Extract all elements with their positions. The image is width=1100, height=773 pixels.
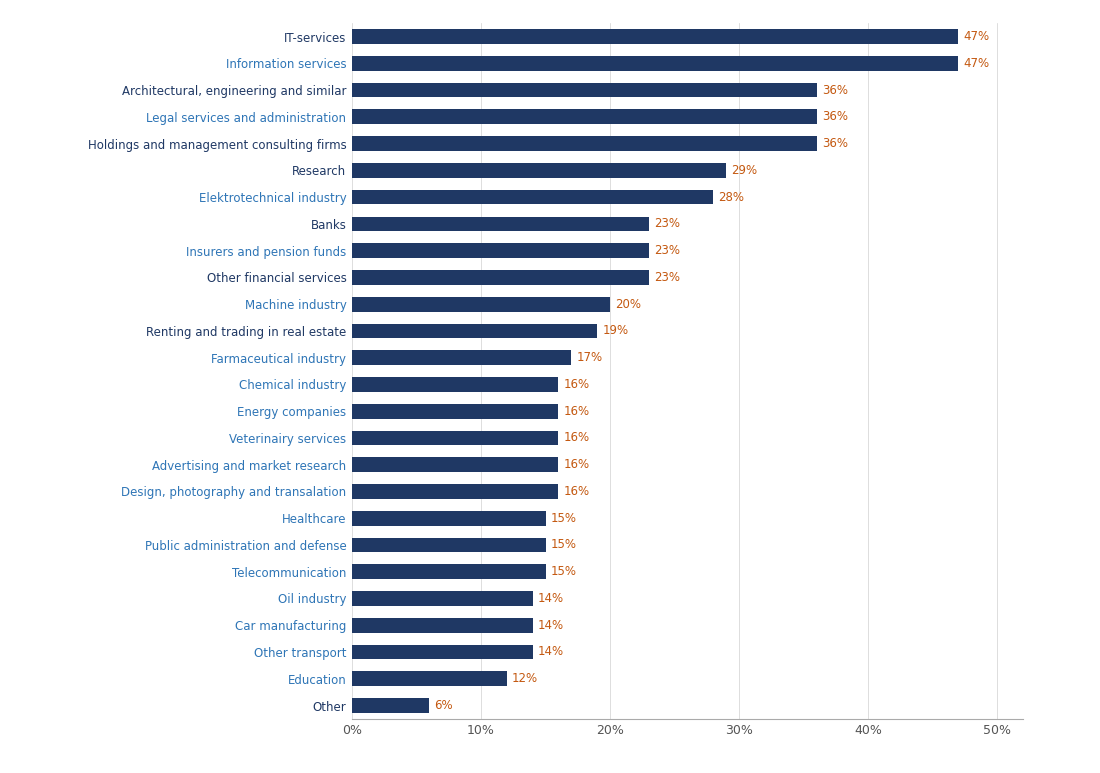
Text: 14%: 14% — [538, 618, 564, 632]
Text: 14%: 14% — [538, 592, 564, 605]
Bar — [352, 564, 546, 579]
Bar — [352, 110, 816, 124]
Bar — [352, 537, 546, 553]
Bar — [352, 618, 532, 632]
Text: 15%: 15% — [551, 539, 576, 551]
Bar — [352, 189, 713, 205]
Text: 12%: 12% — [512, 673, 538, 685]
Text: 28%: 28% — [718, 191, 745, 203]
Bar — [352, 377, 559, 392]
Text: 19%: 19% — [603, 325, 628, 337]
Text: 23%: 23% — [653, 271, 680, 284]
Bar — [352, 29, 958, 44]
Bar — [352, 243, 649, 258]
Bar — [352, 698, 429, 713]
Bar — [352, 163, 726, 178]
Text: 23%: 23% — [653, 217, 680, 230]
Text: 16%: 16% — [563, 485, 590, 498]
Text: 20%: 20% — [615, 298, 641, 311]
Text: 23%: 23% — [653, 244, 680, 257]
Bar — [352, 83, 816, 97]
Bar — [352, 297, 610, 312]
Text: 16%: 16% — [563, 405, 590, 417]
Text: 6%: 6% — [434, 699, 453, 712]
Text: 16%: 16% — [563, 431, 590, 444]
Text: 36%: 36% — [822, 111, 848, 124]
Bar — [352, 216, 649, 231]
Bar — [352, 672, 507, 686]
Bar — [352, 645, 532, 659]
Bar — [352, 484, 559, 499]
Bar — [352, 511, 546, 526]
Text: 17%: 17% — [576, 351, 603, 364]
Bar — [352, 270, 649, 284]
Text: 47%: 47% — [964, 57, 990, 70]
Bar — [352, 431, 559, 445]
Bar — [352, 591, 532, 606]
Text: 16%: 16% — [563, 378, 590, 391]
Text: 15%: 15% — [551, 512, 576, 525]
Text: 15%: 15% — [551, 565, 576, 578]
Text: 16%: 16% — [563, 458, 590, 472]
Bar — [352, 350, 571, 365]
Bar — [352, 458, 559, 472]
Bar — [352, 136, 816, 151]
Text: 36%: 36% — [822, 137, 848, 150]
Bar — [352, 404, 559, 418]
Bar — [352, 56, 958, 70]
Text: 36%: 36% — [822, 83, 848, 97]
Text: 14%: 14% — [538, 645, 564, 659]
Text: 29%: 29% — [732, 164, 758, 177]
Bar — [352, 324, 597, 339]
Text: 47%: 47% — [964, 30, 990, 43]
